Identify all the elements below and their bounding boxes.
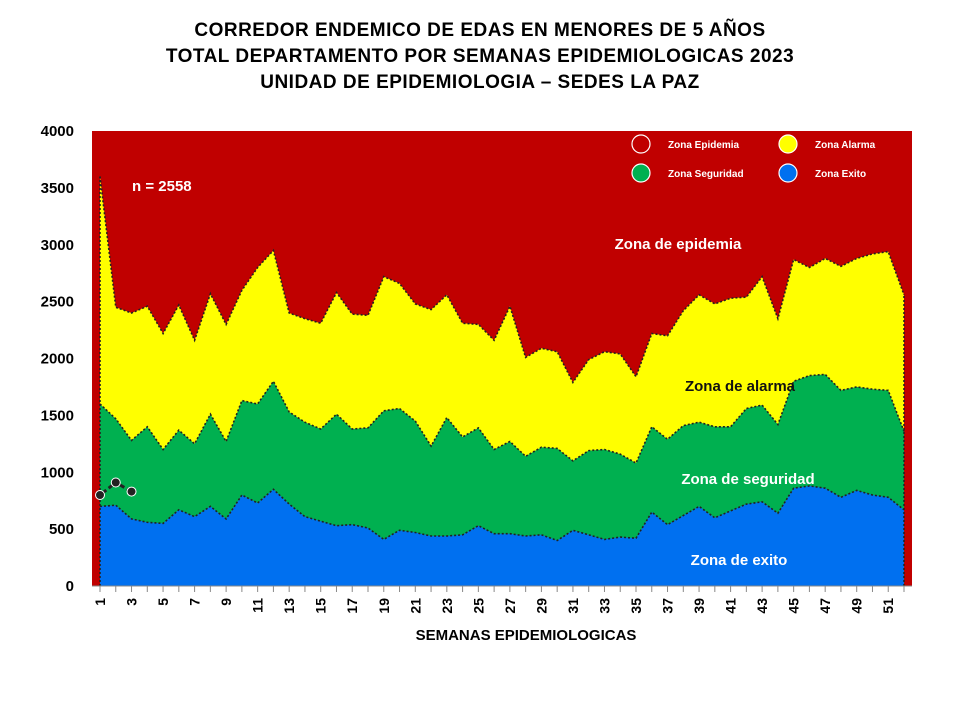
x-tick-label: 27 xyxy=(502,598,518,614)
x-tick-label: 37 xyxy=(660,598,676,614)
y-tick-label: 2000 xyxy=(41,351,74,368)
x-tick-label: 1 xyxy=(92,598,108,606)
x-tick-label: 23 xyxy=(439,598,455,614)
current-cases-point xyxy=(126,486,137,497)
current-cases-point xyxy=(95,490,105,500)
sample-size-annotation: n = 2558 xyxy=(132,178,192,195)
x-tick-label: 49 xyxy=(849,598,865,614)
legend-label-epidemia: Zona Epidemia xyxy=(668,140,740,151)
x-axis-title: SEMANAS EPIDEMIOLOGICAS xyxy=(416,627,637,644)
x-tick-label: 15 xyxy=(313,598,329,614)
legend-swatch-alarma xyxy=(778,134,798,154)
legend: Zona Epidemia Zona Alarma Zona Seguridad Zo… xyxy=(631,134,876,183)
legend-swatch-exito xyxy=(778,163,798,183)
y-tick-label: 2500 xyxy=(41,294,74,311)
chart-title-line-2: TOTAL DEPARTAMENTO POR SEMANAS EPIDEMIOL… xyxy=(165,46,795,67)
y-tick-label: 4000 xyxy=(41,123,74,140)
legend-swatch-epidemia xyxy=(631,134,651,154)
x-tick-label: 11 xyxy=(250,598,266,613)
x-tick-label: 19 xyxy=(376,598,392,614)
y-tick-label: 500 xyxy=(49,521,74,538)
current-cases-point xyxy=(110,477,121,488)
x-tick-label: 9 xyxy=(218,598,234,606)
legend-label-seguridad: Zona Seguridad xyxy=(668,169,744,180)
x-tick-label: 47 xyxy=(817,598,833,614)
x-tick-label: 51 xyxy=(880,598,896,614)
x-tick-label: 41 xyxy=(723,598,739,614)
zone-seguridad-boundary xyxy=(99,373,905,465)
zone-label-alarma: Zona de alarma xyxy=(685,378,796,395)
zone-label-exito: Zona de exito xyxy=(691,552,788,569)
zone-areas xyxy=(99,176,905,586)
x-tick-label: 29 xyxy=(533,598,549,614)
zone-label-epidemia: Zona de epidemia xyxy=(615,236,742,253)
x-tick-label: 3 xyxy=(124,598,140,606)
zone-alarma-boundary xyxy=(99,176,905,384)
chart-title-line-3: UNIDAD DE EPIDEMIOLOGIA – SEDES LA PAZ xyxy=(260,72,700,93)
x-tick-label: 31 xyxy=(565,598,581,614)
y-tick-label: 0 xyxy=(66,578,74,595)
x-tick-label: 39 xyxy=(691,598,707,614)
zone-exito-area xyxy=(100,485,904,586)
y-tick-label: 1000 xyxy=(41,464,74,481)
y-tick-label: 1500 xyxy=(41,407,74,424)
x-tick-label: 13 xyxy=(281,598,297,614)
legend-label-alarma: Zona Alarma xyxy=(815,140,876,151)
y-tick-label: 3500 xyxy=(41,180,74,197)
x-tick-label: 17 xyxy=(344,598,360,614)
x-tick-label: 5 xyxy=(155,598,171,606)
x-tick-label: 7 xyxy=(187,598,203,606)
chart-title-line-1: CORREDOR ENDEMICO DE EDAS EN MENORES DE … xyxy=(194,20,766,41)
x-tick-label: 25 xyxy=(470,598,486,614)
current-cases-series xyxy=(95,477,137,500)
x-tick-label: 21 xyxy=(407,598,423,614)
x-tick-label: 35 xyxy=(628,598,644,614)
x-tick-label: 33 xyxy=(596,598,612,614)
x-tick-label: 43 xyxy=(754,598,770,614)
zone-label-seguridad: Zona de seguridad xyxy=(681,471,814,488)
y-tick-label: 3000 xyxy=(41,237,74,254)
current-cases-line xyxy=(99,480,133,497)
x-tick-label: 45 xyxy=(786,598,802,614)
zone-exito-boundary xyxy=(99,485,905,542)
legend-label-exito: Zona Exito xyxy=(815,169,866,180)
legend-swatch-seguridad xyxy=(631,163,651,183)
